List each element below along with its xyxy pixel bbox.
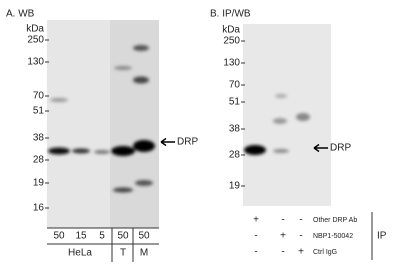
- target-label: DRP: [330, 143, 351, 154]
- panel-title: A. WB: [6, 9, 35, 20]
- ip-sign: -: [254, 231, 257, 242]
- mw-marker: 19: [229, 181, 241, 192]
- mw-marker: 38: [33, 133, 45, 144]
- ip-row-label: Other DRP Ab: [313, 217, 357, 224]
- mw-marker: 130: [27, 57, 44, 68]
- ip-row-label: Ctrl IgG: [313, 249, 337, 256]
- ip-row-label: NBP1-50042: [313, 233, 353, 240]
- ip-sign: -: [254, 247, 257, 258]
- mw-marker: 28: [33, 155, 45, 166]
- panel-title: B. IP/WB: [210, 9, 251, 20]
- lane-load: 15: [75, 231, 87, 242]
- mw-marker: 70: [229, 80, 241, 91]
- sample-group: M: [140, 248, 148, 259]
- mw-marker: 130: [223, 58, 240, 69]
- sample-group: HeLa: [68, 248, 92, 259]
- target-arrow: [160, 137, 175, 147]
- target-arrow: [313, 143, 328, 153]
- lane-load: 50: [117, 231, 129, 242]
- lane-load: 5: [99, 231, 105, 242]
- mw-marker: 19: [33, 178, 45, 189]
- lane-load: 50: [138, 231, 150, 242]
- ip-sign: -: [281, 247, 284, 258]
- mw-marker: 250: [223, 36, 240, 47]
- ip-sign: -: [299, 231, 302, 242]
- bands-b: [244, 94, 310, 155]
- sample-group: T: [120, 248, 126, 259]
- mw-marker: 51: [33, 106, 45, 117]
- mw-marker: 70: [33, 91, 45, 102]
- mw-marker: 51: [229, 97, 241, 108]
- bands-a: [48, 45, 155, 193]
- mw-unit: kDa: [222, 25, 240, 36]
- ip-sign: +: [298, 247, 304, 258]
- ip-sign: -: [281, 215, 284, 226]
- ip-sign: +: [280, 231, 286, 242]
- target-label: DRP: [177, 137, 198, 148]
- mw-marker: 28: [229, 150, 241, 161]
- ip-sign: +: [253, 215, 259, 226]
- blot-b: [243, 24, 331, 206]
- blot-a-tissue: [110, 20, 159, 228]
- mw-unit: kDa: [26, 24, 44, 35]
- mw-marker: 250: [27, 35, 44, 46]
- ip-sign: -: [299, 215, 302, 226]
- mw-marker: 38: [229, 124, 241, 135]
- ip-label: IP: [377, 231, 387, 242]
- mw-marker: 16: [33, 203, 45, 214]
- lane-load: 50: [53, 231, 65, 242]
